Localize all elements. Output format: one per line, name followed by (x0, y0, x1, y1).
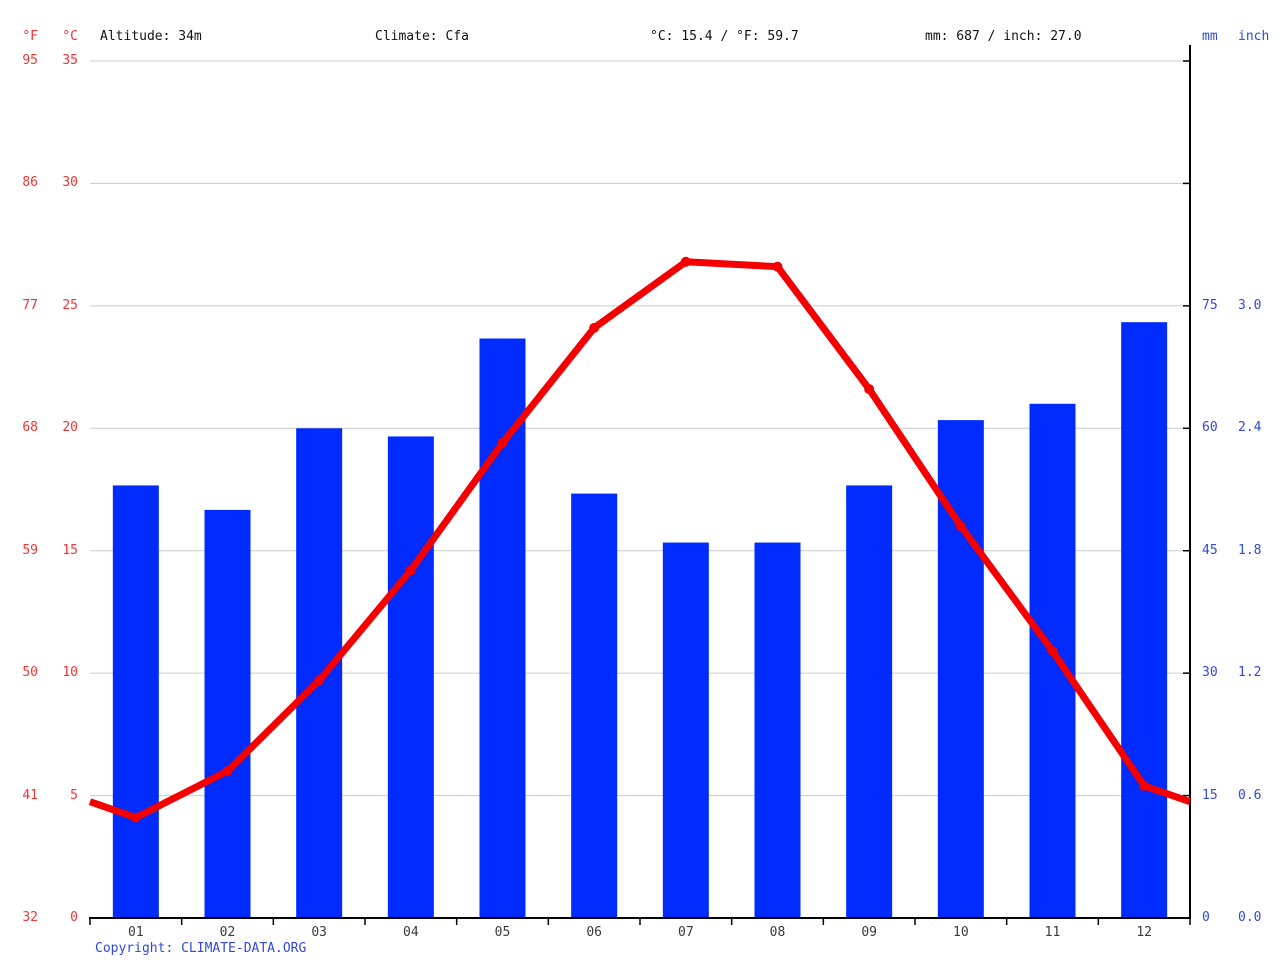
month-label-10: 10 (953, 925, 969, 940)
right-axis-label-mm-60: 60 (1202, 420, 1218, 436)
left-axis-label-f-50: 50 (22, 665, 38, 681)
right-axis-label-mm-15: 15 (1202, 787, 1218, 803)
left-axis-label-c-10: 10 (62, 665, 78, 681)
temperature-point-06 (589, 322, 600, 333)
month-label-02: 02 (219, 925, 236, 940)
precipitation-bar-12 (1121, 322, 1168, 919)
temperature-point-09 (864, 384, 875, 395)
left-axis-label-f-32: 32 (22, 910, 38, 925)
left-axis-label-c-15: 15 (62, 542, 78, 558)
right-axis-label-inch-1.2: 1.2 (1238, 665, 1262, 681)
left-axis-label-f-41: 41 (22, 787, 38, 803)
precipitation-bar-09 (846, 485, 893, 918)
right-axis-label-inch-0.6: 0.6 (1238, 787, 1262, 803)
temperature-line (88, 258, 1192, 822)
precipitation-bar-04 (387, 436, 434, 918)
precipitation-summary-label: mm: 687 / inch: 27.0 (925, 29, 1082, 44)
left-axis-label-f-86: 86 (22, 175, 38, 191)
temperature-point-12 (1139, 780, 1150, 791)
altitude-label: Altitude: 34m (100, 29, 202, 44)
precipitation-bar-07 (662, 542, 709, 918)
left-axis-label-f-95: 95 (22, 53, 38, 68)
month-label-06: 06 (586, 925, 602, 940)
climate-classification-label: Climate: Cfa (375, 29, 469, 44)
right-axis-label-inch-1.8: 1.8 (1238, 542, 1262, 558)
month-label-08: 08 (769, 925, 786, 940)
temperature-point-07 (680, 256, 691, 267)
temperature-point-02 (222, 766, 233, 777)
month-label-04: 04 (403, 925, 419, 940)
month-label-05: 05 (494, 925, 511, 940)
right-axis-label-mm-45: 45 (1202, 542, 1218, 558)
month-label-03: 03 (311, 925, 327, 940)
precipitation-bar-02 (204, 509, 251, 918)
left-axis-label-c-35: 35 (62, 53, 78, 68)
precipitation-bar-10 (937, 420, 984, 918)
left-axis-unit-fahrenheit: °F (22, 29, 38, 44)
left-axis-label-c-5: 5 (70, 787, 78, 803)
right-axis-label-mm-30: 30 (1202, 665, 1218, 681)
precipitation-bar-01 (112, 485, 159, 918)
temperature-point-03 (314, 675, 325, 686)
left-axis-label-f-77: 77 (22, 297, 38, 313)
right-axis-label-mm-0: 0 (1202, 910, 1210, 925)
month-label-09: 09 (861, 925, 877, 940)
temperature-point-10 (955, 521, 966, 532)
left-axis-unit-celsius: °C (62, 29, 78, 44)
right-axis-label-inch-2.4: 2.4 (1238, 420, 1262, 436)
precipitation-bar-03 (296, 428, 343, 918)
right-axis-label-mm-75: 75 (1202, 297, 1218, 313)
precipitation-bar-05 (479, 338, 526, 918)
month-label-01: 01 (128, 925, 144, 940)
left-axis-label-c-25: 25 (62, 297, 78, 313)
temperature-point-11 (1047, 646, 1058, 657)
left-axis-label-c-20: 20 (62, 420, 78, 436)
left-axis-label-c-0: 0 (70, 910, 78, 925)
copyright-link[interactable]: Copyright: CLIMATE-DATA.ORG (95, 941, 307, 956)
month-label-12: 12 (1136, 925, 1152, 940)
right-axis-unit-inch: inch (1238, 29, 1270, 44)
precipitation-bar-06 (571, 493, 618, 918)
temperature-summary-label: °C: 15.4 / °F: 59.7 (650, 29, 799, 44)
right-axis-unit-mm: mm (1202, 29, 1218, 44)
left-axis-label-c-30: 30 (62, 175, 78, 191)
month-label-07: 07 (678, 925, 694, 940)
left-axis-label-f-59: 59 (22, 542, 38, 558)
temperature-point-08 (772, 261, 783, 272)
temperature-point-01 (130, 812, 141, 823)
precipitation-bar-08 (754, 542, 801, 918)
left-axis-label-f-68: 68 (22, 420, 38, 436)
temperature-point-04 (405, 565, 416, 576)
right-axis-label-inch-3.0: 3.0 (1238, 297, 1262, 313)
temperature-point-05 (497, 437, 508, 448)
precipitation-bar-11 (1029, 403, 1076, 918)
month-label-11: 11 (1044, 925, 1061, 940)
right-axis-label-inch-0.0: 0.0 (1238, 910, 1262, 925)
